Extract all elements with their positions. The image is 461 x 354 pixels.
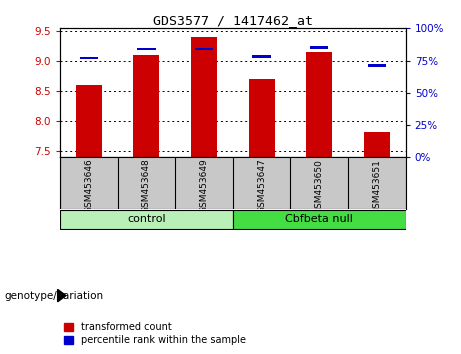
Bar [306, 52, 332, 157]
Text: genotype/variation: genotype/variation [5, 291, 104, 301]
Bar [137, 47, 155, 50]
Text: GSM453646: GSM453646 [84, 159, 93, 213]
Bar [310, 46, 328, 49]
Text: GSM453648: GSM453648 [142, 159, 151, 213]
Bar [79, 57, 98, 59]
Bar [60, 210, 233, 229]
Text: GSM453650: GSM453650 [315, 159, 324, 213]
Bar [248, 79, 275, 157]
Bar [191, 37, 217, 157]
Bar [76, 85, 102, 157]
Bar [364, 132, 390, 157]
Bar [195, 47, 213, 50]
Title: GDS3577 / 1417462_at: GDS3577 / 1417462_at [153, 14, 313, 27]
Bar [368, 64, 386, 67]
Text: control: control [127, 214, 165, 224]
Bar [252, 55, 271, 58]
Bar [233, 210, 406, 229]
Legend: transformed count, percentile rank within the sample: transformed count, percentile rank withi… [60, 319, 249, 349]
Text: GSM453647: GSM453647 [257, 159, 266, 213]
Text: Cbfbeta null: Cbfbeta null [285, 214, 353, 224]
Text: GSM453649: GSM453649 [200, 159, 208, 213]
Bar [133, 55, 160, 157]
Text: GSM453651: GSM453651 [372, 159, 381, 213]
